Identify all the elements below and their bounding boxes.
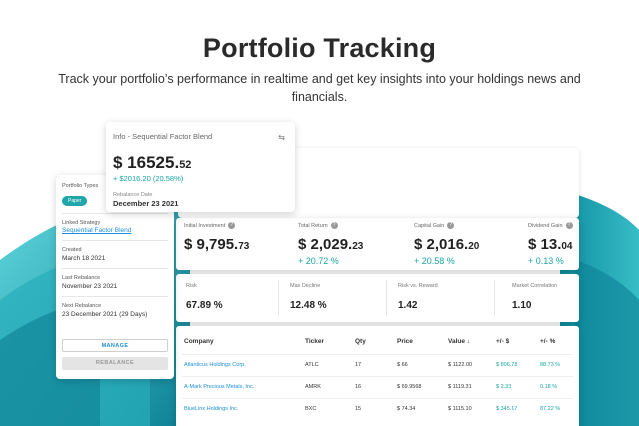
ticker-cell: AMRK — [305, 384, 321, 390]
next-rebalance-label: Next Rebalance — [62, 303, 102, 309]
risk-metric-market-correlation: Market Correlation 1.10 — [502, 274, 578, 322]
company-link[interactable]: BlueLinx Holdings Inc. — [184, 406, 239, 412]
stat-dividend-gain: Dividend Gain? $ 13.04 + 0.13 % — [528, 222, 573, 266]
ticker-cell: ATLC — [305, 362, 319, 368]
qty-cell: 15 — [355, 406, 362, 412]
column-header-qty[interactable]: Qty — [355, 338, 366, 345]
risk-label: Market Correlation — [512, 283, 558, 289]
divider — [494, 280, 495, 316]
table-row[interactable]: Atlanticus Holdings Corp. ATLC 17 $ 66 $… — [176, 354, 579, 376]
qty-cell: 17 — [355, 362, 362, 368]
stat-total-return: Total Return? $ 2,029.23 + 20.72 % — [298, 222, 363, 266]
info-popup-card: Info - Sequential Factor Blend ⇆ $ 16525… — [106, 122, 295, 212]
stat-value: $ 13.04 — [528, 236, 573, 253]
risk-metrics-card: Risk 67.89 % Max Decline 12.48 % Risk vs… — [176, 274, 579, 322]
price-cell: $ 69.9568 — [397, 384, 422, 390]
table-row[interactable]: A-Mark Precious Metals, Inc. AMRK 16 $ 6… — [176, 376, 579, 398]
holdings-table: Company Ticker Qty Price Value ↓ +/- $ +… — [176, 326, 579, 426]
divider — [182, 376, 573, 377]
divider — [182, 398, 573, 399]
divider — [62, 268, 168, 269]
last-rebalance-value: November 23 2021 — [62, 283, 118, 290]
value-cell: $ 1115.10 — [448, 406, 472, 412]
company-link[interactable]: Atlanticus Holdings Corp. — [184, 362, 246, 368]
next-rebalance-value: 23 December 2021 (29 Days) — [62, 311, 148, 318]
risk-value: 12.48 % — [290, 300, 327, 311]
stat-value: $ 2,016.20 — [414, 236, 480, 253]
risk-metric-risk-vs-reward: Risk vs. Reward 1.42 — [388, 274, 488, 322]
help-icon[interactable]: ? — [228, 222, 236, 229]
risk-value: 1.42 — [398, 300, 418, 311]
stat-value: $ 2,029.23 — [298, 236, 364, 253]
stat-label: Initial Investment? — [184, 222, 249, 229]
ticker-cell: BXC — [305, 406, 317, 412]
company-link[interactable]: A-Mark Precious Metals, Inc. — [184, 384, 255, 390]
stat-label: Dividend Gain? — [528, 222, 573, 229]
price-cell: $ 66 — [397, 362, 408, 368]
portfolio-change: + $2016.20 (20.58%) — [113, 174, 184, 183]
divider — [62, 213, 168, 214]
risk-value: 1.10 — [512, 300, 532, 311]
stat-initial-investment: Initial Investment? $ 9,795.73 — [184, 222, 249, 253]
page-subtitle: Track your portfolio’s performance in re… — [58, 72, 581, 104]
stat-label: Total Return? — [298, 222, 363, 229]
help-icon[interactable]: ? — [330, 222, 338, 229]
risk-value: 67.89 % — [186, 300, 223, 311]
column-header-change-percent[interactable]: +/- % — [540, 338, 556, 345]
portfolio-value-main: $ 16525. — [113, 153, 180, 172]
risk-label: Max Decline — [290, 283, 321, 289]
risk-label: Risk vs. Reward — [398, 283, 438, 289]
price-cell: $ 74.34 — [397, 406, 416, 412]
change-percent-cell: 88.73 % — [540, 362, 561, 368]
column-header-value[interactable]: Value ↓ — [448, 338, 471, 345]
qty-cell: 16 — [355, 384, 362, 390]
divider — [182, 354, 573, 355]
help-icon[interactable]: ? — [447, 222, 455, 229]
linked-strategy-link[interactable]: Sequential Factor Blend — [62, 227, 132, 234]
stat-capital-gain: Capital Gain? $ 2,016.20 + 20.58 % — [414, 222, 479, 266]
compare-icon[interactable]: ⇆ — [278, 133, 285, 142]
portfolio-value: $ 16525.52 — [113, 153, 289, 173]
stat-percent: + 20.58 % — [414, 256, 455, 266]
rebalance-button[interactable]: REBALANCE — [62, 357, 168, 370]
help-icon[interactable]: ? — [565, 222, 573, 229]
change-dollar-cell: $ 806.78 — [496, 362, 518, 368]
last-rebalance-label: Last Rebalance — [62, 275, 101, 281]
change-dollar-cell: $ 2.33 — [496, 384, 512, 390]
divider — [62, 296, 168, 297]
column-header-company[interactable]: Company — [184, 338, 214, 345]
stat-percent: + 20.72 % — [298, 256, 339, 266]
rebalance-date-value: December 23 2021 — [113, 199, 179, 208]
divider — [62, 240, 168, 241]
divider — [386, 280, 387, 316]
table-row[interactable]: BlueLinx Holdings Inc. BXC 15 $ 74.34 $ … — [176, 398, 579, 420]
portfolio-type-badge: Paper — [62, 196, 88, 206]
stat-label: Capital Gain? — [414, 222, 479, 229]
risk-label: Risk — [186, 283, 197, 289]
change-dollar-cell: $ 345.17 — [496, 406, 518, 412]
portfolio-type-label: Portfolio Types — [62, 183, 99, 189]
column-header-ticker[interactable]: Ticker — [305, 338, 325, 345]
column-header-change-dollar[interactable]: +/- $ — [496, 338, 510, 345]
stats-card: Initial Investment? $ 9,795.73 Total Ret… — [176, 218, 579, 270]
risk-metric-max-decline: Max Decline 12.48 % — [280, 274, 380, 322]
info-title: Info - Sequential Factor Blend — [113, 132, 213, 141]
created-label: Created — [62, 247, 82, 253]
stat-value: $ 9,795.73 — [184, 236, 250, 253]
manage-button[interactable]: MANAGE — [62, 339, 168, 352]
change-percent-cell: 0.18 % — [540, 384, 558, 390]
risk-metric-risk: Risk 67.89 % — [176, 274, 276, 322]
column-header-price[interactable]: Price — [397, 338, 413, 345]
portfolio-value-cents: 52 — [179, 159, 192, 171]
rebalance-date-label: Rebalance Date — [113, 192, 153, 198]
page-title: Portfolio Tracking — [202, 33, 437, 63]
change-percent-cell: 87.22 % — [540, 406, 561, 412]
value-cell: $ 1122.00 — [448, 362, 473, 368]
stat-percent: + 0.13 % — [528, 256, 564, 266]
value-cell: $ 1119.31 — [448, 384, 472, 390]
created-value: March 18 2021 — [62, 255, 106, 262]
divider — [278, 280, 279, 316]
linked-strategy-label: Linked Strategy — [62, 220, 101, 226]
